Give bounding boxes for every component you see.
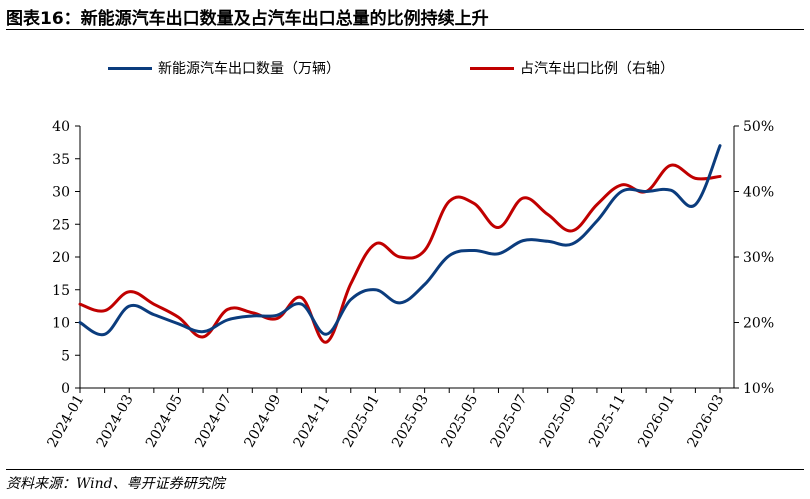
y-right-tick-label: 50% bbox=[743, 119, 774, 135]
y-left-tick-label: 5 bbox=[61, 348, 70, 364]
x-tick-label: 2026-01 bbox=[635, 392, 678, 450]
x-tick-label: 2024-05 bbox=[143, 392, 186, 450]
x-tick-label: 2025-07 bbox=[488, 392, 531, 450]
legend-label-right-series: 占汽车出口比例（右轴） bbox=[520, 61, 674, 77]
x-tick-label: 2025-01 bbox=[340, 392, 383, 450]
title-divider bbox=[6, 29, 804, 30]
y-left-tick-label: 10 bbox=[52, 316, 70, 332]
x-tick-label: 2025-03 bbox=[389, 392, 432, 450]
x-tick-label: 2024-07 bbox=[192, 392, 235, 450]
y-left-tick-label: 20 bbox=[52, 250, 70, 266]
legend-label-left-series: 新能源汽车出口数量（万辆） bbox=[158, 61, 340, 77]
x-tick-label: 2024-01 bbox=[45, 392, 88, 450]
series-line-ev-exports bbox=[78, 144, 722, 337]
y-left-tick-label: 35 bbox=[52, 152, 70, 168]
x-tick-label: 2024-09 bbox=[241, 392, 284, 450]
legend-item-left-series: 新能源汽车出口数量（万辆） bbox=[108, 56, 340, 80]
x-tick-label: 2025-05 bbox=[438, 392, 481, 450]
x-tick-label: 2024-11 bbox=[291, 392, 334, 450]
figure-title: 图表16：新能源汽车出口数量及占汽车出口总量的比例持续上升 bbox=[6, 9, 489, 29]
legend-swatch-left-series bbox=[108, 66, 152, 70]
legend-swatch-right-series bbox=[470, 66, 514, 70]
y-right-tick-label: 30% bbox=[743, 250, 774, 266]
y-right-tick-label: 20% bbox=[743, 316, 774, 332]
chart-legend: 新能源汽车出口数量（万辆） 占汽车出口比例（右轴） bbox=[0, 56, 810, 80]
y-left-tick-label: 25 bbox=[52, 217, 70, 233]
y-left-tick-label: 30 bbox=[52, 185, 70, 201]
series-lines bbox=[78, 144, 722, 344]
x-tick-label: 2025-09 bbox=[537, 392, 580, 450]
x-tick-label: 2024-03 bbox=[94, 392, 137, 450]
y-left-tick-label: 0 bbox=[61, 381, 70, 397]
y-right-tick-label: 10% bbox=[743, 381, 774, 397]
x-tick-label: 2026-03 bbox=[685, 392, 728, 450]
series-line-export-share bbox=[78, 163, 722, 344]
source-note: 资料来源：Wind、粤开证券研究院 bbox=[6, 476, 225, 492]
y-right-tick-label: 40% bbox=[743, 185, 774, 201]
legend-item-right-series: 占汽车出口比例（右轴） bbox=[470, 56, 674, 80]
y-left-tick-label: 15 bbox=[52, 283, 70, 299]
y-left-tick-label: 40 bbox=[52, 119, 70, 135]
x-tick-label: 2025-11 bbox=[586, 392, 629, 450]
source-divider bbox=[6, 469, 804, 470]
